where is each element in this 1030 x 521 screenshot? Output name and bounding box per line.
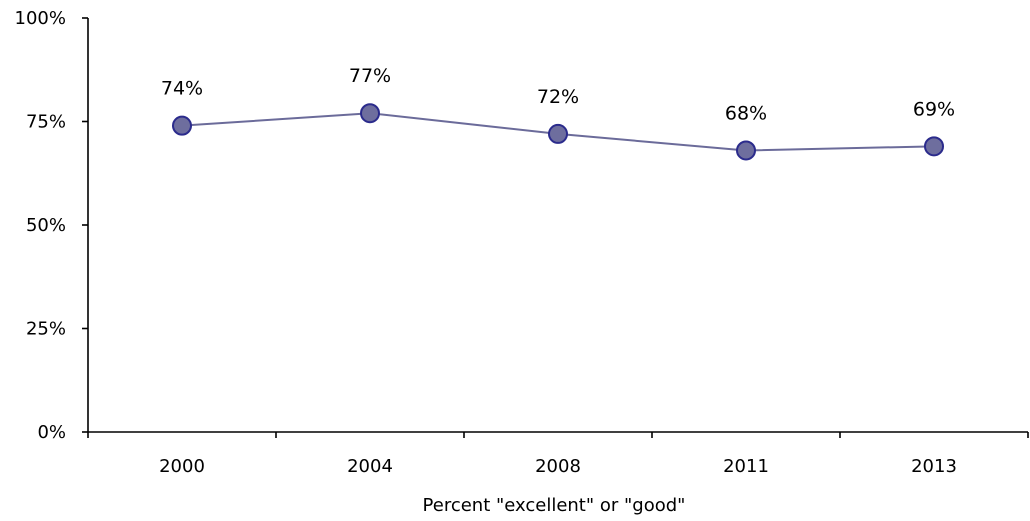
y-tick-label: 0% [37, 422, 66, 443]
y-tick-label: 50% [26, 215, 66, 236]
data-label: 77% [349, 65, 391, 87]
x-tick-label: 2008 [535, 456, 581, 477]
data-label: 72% [537, 86, 579, 108]
x-axis-title: Percent "excellent" or "good" [423, 495, 686, 516]
y-tick-label: 25% [26, 319, 66, 340]
data-point [172, 115, 192, 136]
x-axis-ticks: 2000 2004 2008 2011 2013 [87, 432, 1029, 477]
y-tick-label: 100% [15, 8, 66, 29]
data-point [736, 140, 756, 161]
data-point [548, 123, 568, 144]
y-axis-ticks: 0% 25% 50% 75% 100% [15, 8, 88, 443]
x-tick-label: 2000 [159, 456, 205, 477]
data-label: 68% [725, 102, 767, 124]
data-point [924, 136, 944, 157]
data-point [360, 103, 380, 124]
data-label: 74% [161, 78, 203, 100]
x-tick-label: 2011 [723, 456, 769, 477]
data-label: 69% [913, 98, 955, 120]
x-tick-label: 2013 [911, 456, 957, 477]
series-layer: 74% 77% 72% 68% 69% [161, 65, 955, 161]
y-tick-label: 75% [26, 112, 66, 133]
x-tick-label: 2004 [347, 456, 393, 477]
